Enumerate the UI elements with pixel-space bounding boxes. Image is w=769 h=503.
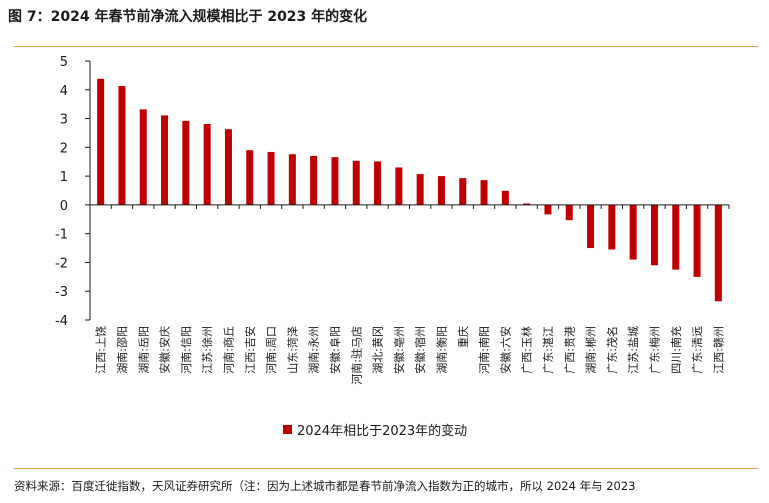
bar <box>608 204 616 250</box>
category-label: 四川:南充 <box>669 326 683 374</box>
category-label: 广东:清远 <box>691 326 704 374</box>
bar <box>139 109 147 205</box>
category-label: 安徽:六安 <box>498 326 512 374</box>
category-label: 安徽:安庆 <box>158 326 172 374</box>
category-label: 河南:驻马店 <box>349 326 363 385</box>
category-label: 湖南:永州 <box>307 326 321 374</box>
bar <box>203 124 211 205</box>
bar <box>523 203 531 205</box>
bar <box>459 178 467 205</box>
bar <box>714 204 722 302</box>
footer-divider <box>14 468 758 469</box>
category-label: 河南:商丘 <box>221 326 235 374</box>
x-axis <box>89 204 730 209</box>
bar <box>629 204 637 260</box>
category-label: 安徽:亳州 <box>392 326 406 374</box>
category-label: 湖南:郴州 <box>584 326 598 374</box>
y-tick-label: -1 <box>55 228 68 243</box>
y-tick-label: -2 <box>55 256 68 271</box>
category-label: 山东:菏泽 <box>286 326 299 374</box>
y-tick-label: 0 <box>60 199 68 214</box>
bar <box>288 154 296 205</box>
category-label: 江西:上饶 <box>95 326 108 374</box>
category-label: 江西:吉安 <box>243 326 257 374</box>
category-label: 广东:梅州 <box>647 326 661 374</box>
y-tick-label: 4 <box>60 84 68 99</box>
bar <box>587 204 595 249</box>
bar <box>374 161 382 205</box>
title-divider <box>14 46 758 47</box>
bar <box>437 176 445 205</box>
bar <box>650 204 658 266</box>
legend-swatch <box>283 425 292 434</box>
y-tick-label: -3 <box>55 285 68 300</box>
bar <box>544 204 552 215</box>
category-label: 湖南:岳阳 <box>137 326 150 374</box>
category-label: 河南:周口 <box>265 326 278 374</box>
bar <box>182 120 190 205</box>
bar <box>693 204 701 277</box>
bar <box>501 190 509 205</box>
category-label: 重庆 <box>456 326 470 348</box>
bar <box>395 167 403 205</box>
legend: 2024年相比于2023年的变动 <box>283 423 467 439</box>
bar <box>224 129 232 205</box>
category-labels: 江西:上饶 湖南:邵阳 湖南:岳阳 安徽:安庆 河南:信阳 江苏:徐州 河南:商丘 江西:吉安… <box>95 326 726 385</box>
category-label: 河南:南阳 <box>478 326 491 374</box>
bar <box>480 180 488 205</box>
bar <box>118 86 126 205</box>
category-label: 安徽:宿州 <box>413 326 427 374</box>
y-tick-label: -4 <box>55 314 68 329</box>
bar <box>416 174 424 205</box>
bar <box>310 155 318 205</box>
source-note: 资料来源：百度迁徙指数，天风证券研究所（注：因为上述城市都是春节前净流入指数为正… <box>14 479 636 493</box>
category-label: 江苏:徐州 <box>200 326 214 374</box>
category-label: 广东:茂名 <box>605 326 619 374</box>
category-label: 湖北:黄冈 <box>371 326 385 374</box>
category-label: 广西:贵港 <box>563 326 576 374</box>
bar <box>161 115 169 205</box>
figure-title: 图 7：2024 年春节前净流入规模相比于 2023 年的变化 <box>8 9 368 25</box>
bar <box>565 204 573 221</box>
category-label: 湖南:衡阳 <box>435 326 448 374</box>
y-tick-label: 3 <box>60 113 68 128</box>
y-tick-label: 1 <box>60 170 68 185</box>
y-tick-label: 2 <box>60 141 68 156</box>
y-axis: 5 4 3 2 1 0 -1 -2 -3 -4 <box>55 55 91 329</box>
bar <box>352 160 360 205</box>
bar <box>331 157 339 205</box>
bar <box>267 151 275 205</box>
category-label: 江苏:盐城 <box>627 326 640 374</box>
y-tick-label: 5 <box>60 55 68 70</box>
category-label: 江西:赣州 <box>711 326 725 374</box>
category-label: 湖南:邵阳 <box>116 326 129 374</box>
bar <box>672 204 680 270</box>
bar <box>97 78 105 205</box>
bar-chart: 5 4 3 2 1 0 -1 -2 -3 -4 江西:上饶 湖南:邵阳 湖南:岳阳 安徽:安庆 河南:信阳… <box>55 55 730 439</box>
bar-series <box>97 78 722 302</box>
legend-label: 2024年相比于2023年的变动 <box>297 423 467 439</box>
category-label: 广东:湛江 <box>542 326 555 374</box>
category-label: 广西:玉林 <box>520 326 534 374</box>
bar <box>246 150 254 205</box>
category-label: 安徽:阜阳 <box>328 326 342 374</box>
category-label: 河南:信阳 <box>180 326 193 374</box>
